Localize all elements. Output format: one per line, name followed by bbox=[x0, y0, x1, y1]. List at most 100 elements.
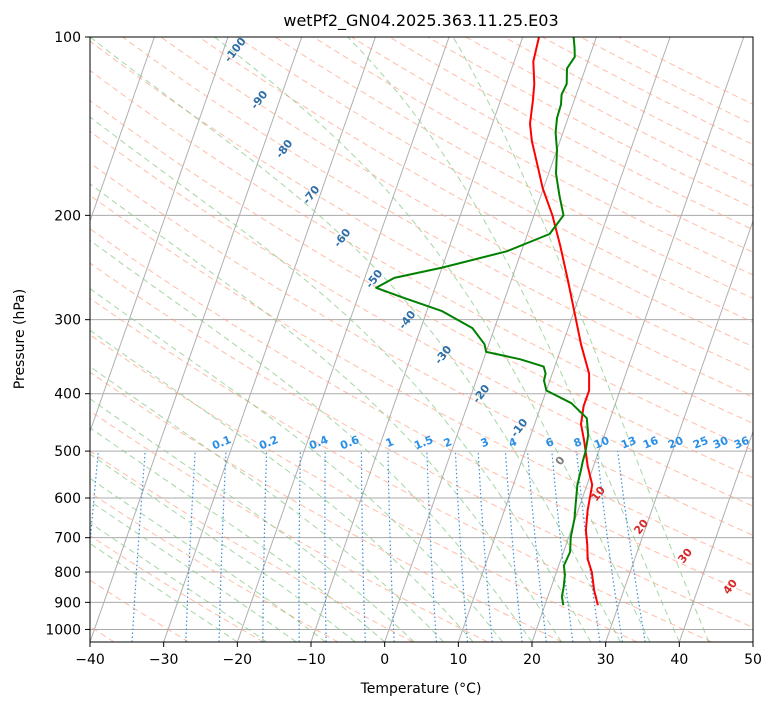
mixing-ratio-label: 20 bbox=[666, 434, 685, 452]
dry-adiabat-line bbox=[90, 579, 190, 642]
dry-adiabat-line bbox=[90, 194, 753, 566]
mixing-ratio-label: 13 bbox=[619, 434, 638, 452]
x-tick-label: 30 bbox=[597, 652, 615, 668]
y-tick-label: 700 bbox=[54, 531, 81, 547]
y-tick-label: 200 bbox=[54, 208, 81, 224]
isotherm-line bbox=[384, 37, 597, 642]
mixing-ratio-line bbox=[185, 451, 196, 642]
x-axis-title: Temperature (°C) bbox=[360, 681, 482, 697]
dry-adiabat-line bbox=[90, 534, 264, 642]
moist-adiabat-line bbox=[90, 116, 592, 642]
sounding-profiles bbox=[375, 37, 599, 606]
x-tick-label: −30 bbox=[149, 652, 179, 668]
y-tick-label: 500 bbox=[54, 444, 81, 460]
moist-adiabat-line bbox=[90, 287, 503, 642]
isotherm-line bbox=[90, 37, 229, 434]
mixing-ratio-line bbox=[617, 451, 646, 642]
mixing-ratio-label: 1 bbox=[384, 435, 396, 450]
mixing-ratio-label: 36 bbox=[732, 434, 751, 452]
x-tick-label: 50 bbox=[744, 652, 762, 668]
isotherm-line bbox=[236, 37, 450, 642]
y-axis: 100 200 300 400 500 600 700 800 900 1000 bbox=[45, 30, 90, 638]
plot-frame bbox=[89, 36, 754, 643]
temperature-line bbox=[529, 37, 599, 606]
dry-adiabat-line bbox=[160, 37, 753, 373]
mixing-ratio-line bbox=[90, 451, 99, 550]
dry-adiabat-line bbox=[90, 69, 753, 451]
mixing-ratio-lines bbox=[90, 451, 646, 642]
dry-adiabat-line bbox=[90, 297, 712, 642]
y-tick-label: 1000 bbox=[45, 622, 81, 638]
moist-adiabat-line bbox=[90, 398, 415, 642]
y-tick-label: 900 bbox=[54, 595, 81, 611]
isotherm-line bbox=[90, 37, 303, 642]
mixing-ratio-line bbox=[262, 451, 268, 642]
y-tick-label: 300 bbox=[54, 313, 81, 329]
mixing-ratio-label: 16 bbox=[641, 434, 660, 452]
moist-adiabat-line bbox=[90, 477, 326, 642]
x-tick-label: 40 bbox=[670, 652, 688, 668]
dry-adiabat-line bbox=[274, 37, 753, 299]
dry-adiabats bbox=[90, 37, 753, 642]
dry-adiabat-line bbox=[90, 410, 488, 642]
mixing-ratio-line bbox=[551, 451, 574, 642]
isotherm-line bbox=[90, 37, 155, 223]
x-tick-label: 0 bbox=[380, 652, 389, 668]
y-tick-label: 600 bbox=[54, 491, 81, 507]
chart-title: wetPf2_GN04.2025.363.11.25.E03 bbox=[283, 11, 558, 31]
moist-adiabat-line bbox=[90, 500, 297, 642]
x-tick-label: −10 bbox=[296, 652, 326, 668]
mixing-ratio-line bbox=[454, 451, 469, 642]
dewpoint-line bbox=[375, 37, 590, 606]
mixing-ratio-label: 3 bbox=[479, 435, 491, 450]
dry-adiabat-line bbox=[90, 371, 563, 642]
mixing-ratio-line bbox=[477, 451, 493, 642]
mixing-ratio-line bbox=[575, 451, 601, 642]
mixing-ratio-line bbox=[131, 451, 146, 642]
moist-adiabat-line bbox=[347, 37, 680, 642]
mixing-ratio-label: 25 bbox=[691, 434, 710, 452]
mixing-ratio-line bbox=[324, 451, 327, 642]
mixing-ratio-label: 8 bbox=[572, 435, 584, 450]
dry-adiabat-line bbox=[90, 130, 753, 507]
moist-adiabat-line bbox=[90, 522, 268, 642]
isotherm-line bbox=[678, 430, 753, 642]
mixing-ratio-line bbox=[426, 451, 437, 642]
moist-adiabat-line bbox=[452, 37, 710, 642]
x-axis: −40 −30 −20 −10 0 10 20 30 40 50 bbox=[75, 642, 762, 668]
moist-adiabat-line bbox=[90, 542, 238, 642]
mixing-ratio-label: 10 bbox=[592, 434, 611, 452]
mixing-ratio-label: 30 bbox=[711, 434, 730, 452]
dry-adiabat-line bbox=[90, 162, 753, 536]
y-tick-label: 800 bbox=[54, 565, 81, 581]
plot-area: -100-90-80-70-60-50-40-30-20-10010203040… bbox=[90, 37, 753, 642]
mixing-ratio-line bbox=[526, 451, 547, 642]
mixing-ratio-line bbox=[596, 451, 623, 642]
dry-adiabat-line bbox=[90, 492, 339, 642]
mixing-ratio-line bbox=[387, 451, 395, 642]
moist-adiabat-line bbox=[90, 183, 562, 642]
moist-adiabat-line bbox=[214, 37, 651, 642]
x-tick-label: −20 bbox=[223, 652, 253, 668]
x-tick-label: −40 bbox=[75, 652, 105, 668]
y-axis-title: Pressure (hPa) bbox=[12, 289, 28, 389]
mixing-ratio-line bbox=[218, 451, 227, 642]
mixing-ratio-line bbox=[298, 451, 301, 642]
isotherm-line bbox=[605, 219, 753, 642]
x-tick-label: 20 bbox=[523, 652, 541, 668]
isotherm-line bbox=[163, 37, 376, 642]
dry-adiabat-line bbox=[90, 334, 638, 642]
moist-adiabat-line bbox=[90, 239, 533, 642]
x-tick-label: 10 bbox=[449, 652, 467, 668]
mixing-ratio-label: 2 bbox=[442, 435, 454, 450]
dry-adiabat-line bbox=[90, 228, 753, 597]
dry-adiabat-line bbox=[122, 37, 753, 398]
mixing-ratio-line bbox=[504, 451, 523, 642]
y-tick-label: 400 bbox=[54, 387, 81, 403]
y-tick-label: 100 bbox=[54, 30, 81, 46]
dry-adiabat-line bbox=[90, 262, 753, 629]
dry-adiabat-line bbox=[90, 99, 753, 479]
mixing-ratio-labels: 0.1 0.2 0.4 0.6 1 1.5 2 3 4 6 8 10 13 16 20 25 30 36 bbox=[210, 433, 751, 452]
